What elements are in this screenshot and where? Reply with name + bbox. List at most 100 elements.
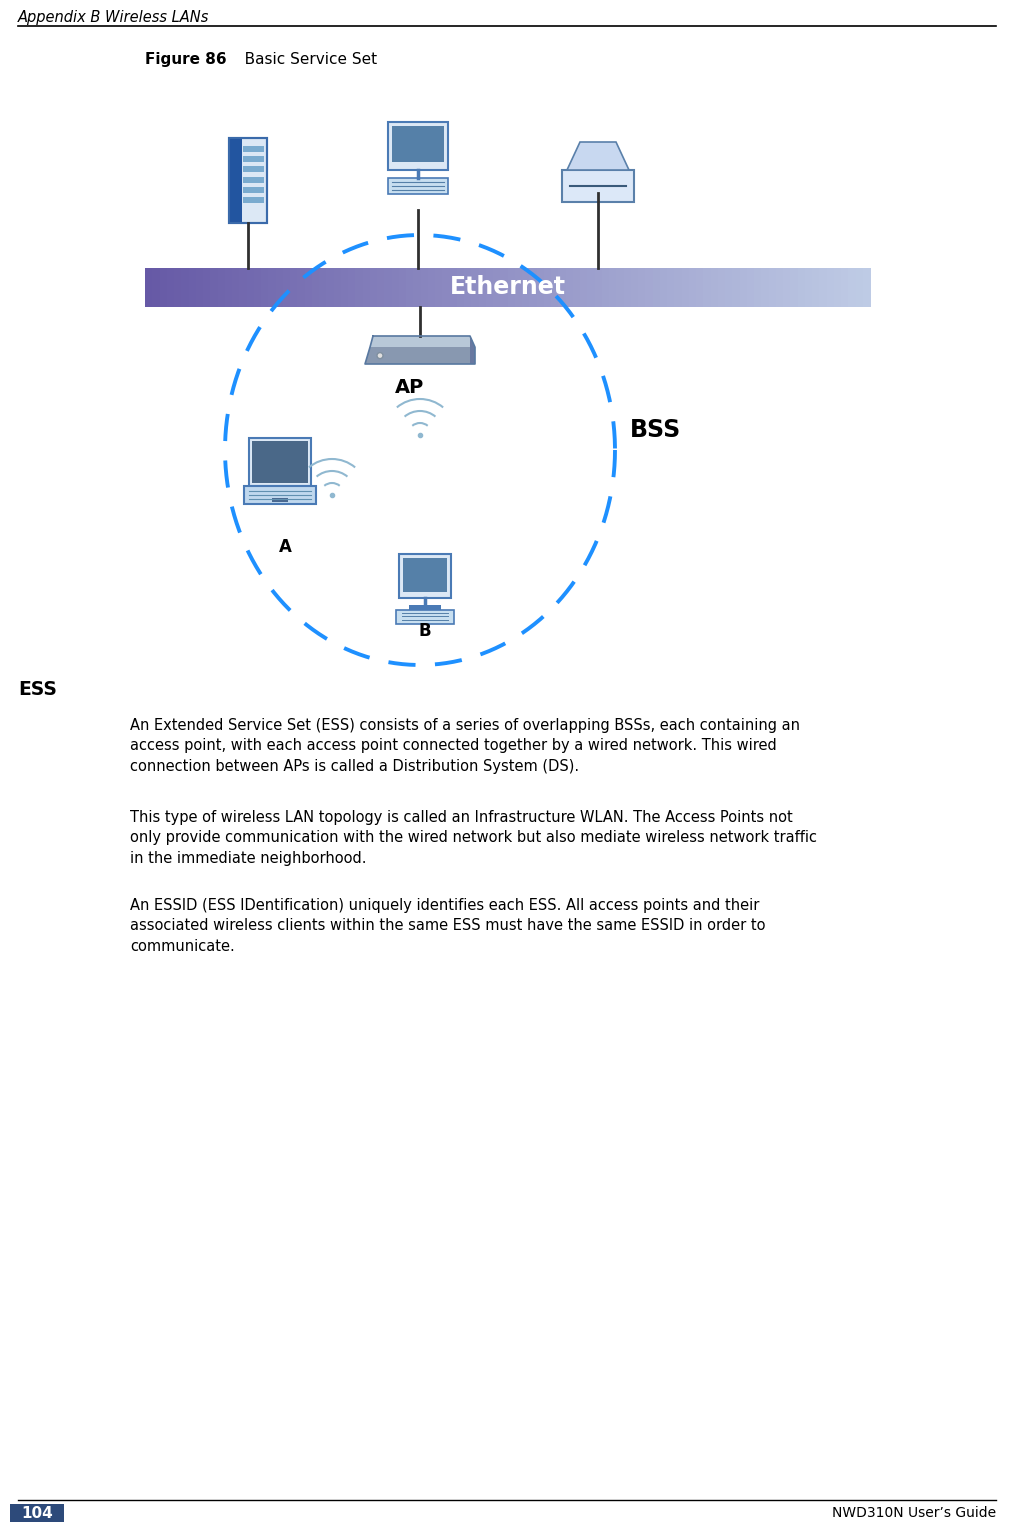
Bar (681, 268, 690, 306)
Bar (290, 268, 298, 306)
Bar (297, 268, 305, 306)
Bar (711, 268, 719, 306)
Bar (507, 268, 516, 306)
Bar (826, 268, 835, 306)
Bar (573, 268, 581, 306)
Bar (834, 268, 842, 306)
Polygon shape (370, 335, 475, 347)
Polygon shape (567, 142, 629, 171)
Bar (399, 268, 407, 306)
Bar (196, 268, 204, 306)
Bar (159, 268, 167, 306)
Bar (276, 268, 284, 306)
Bar (529, 268, 537, 306)
Bar (243, 197, 265, 203)
Bar (243, 166, 265, 172)
Bar (863, 268, 871, 306)
Bar (689, 268, 697, 306)
Bar (725, 268, 733, 306)
Bar (414, 268, 422, 306)
Bar (797, 268, 806, 306)
Bar (283, 268, 291, 306)
Bar (500, 268, 508, 306)
Bar (334, 268, 342, 306)
Bar (464, 268, 473, 306)
Bar (754, 268, 763, 306)
Text: 104: 104 (21, 1506, 53, 1521)
Bar (624, 268, 632, 306)
Bar (601, 268, 610, 306)
Bar (479, 268, 487, 306)
Bar (856, 268, 864, 306)
Bar (406, 268, 415, 306)
Bar (515, 268, 523, 306)
Bar (435, 268, 443, 306)
Bar (403, 558, 447, 591)
Bar (152, 268, 160, 306)
Bar (704, 268, 712, 306)
Bar (674, 268, 682, 306)
Bar (341, 268, 349, 306)
Circle shape (377, 352, 383, 358)
Text: Ethernet: Ethernet (449, 276, 566, 300)
Bar (243, 155, 265, 162)
Bar (783, 268, 791, 306)
Bar (472, 268, 480, 306)
Bar (243, 146, 265, 152)
Bar (841, 268, 850, 306)
Bar (849, 268, 857, 306)
Bar (269, 268, 277, 306)
Bar (776, 268, 784, 306)
Bar (225, 268, 233, 306)
FancyBboxPatch shape (562, 171, 634, 203)
Text: Basic Service Set: Basic Service Set (230, 52, 377, 67)
Bar (377, 268, 385, 306)
Text: AP: AP (395, 378, 425, 396)
Bar (182, 268, 190, 306)
Text: BSS: BSS (630, 418, 681, 442)
FancyBboxPatch shape (10, 1504, 64, 1522)
Text: This type of wireless LAN topology is called an Infrastructure WLAN. The Access : This type of wireless LAN topology is ca… (130, 809, 817, 866)
Polygon shape (365, 347, 475, 364)
Bar (370, 268, 378, 306)
Bar (638, 268, 646, 306)
Bar (769, 268, 777, 306)
Bar (486, 268, 494, 306)
FancyBboxPatch shape (399, 553, 451, 597)
Bar (166, 268, 175, 306)
Bar (174, 268, 183, 306)
Bar (762, 268, 770, 306)
Bar (203, 268, 211, 306)
Bar (536, 268, 545, 306)
Text: ESS: ESS (18, 680, 57, 700)
Bar (617, 268, 625, 306)
Text: NWD310N User’s Guide: NWD310N User’s Guide (831, 1506, 996, 1519)
Bar (319, 268, 328, 306)
Bar (217, 268, 226, 306)
Bar (790, 268, 798, 306)
Text: B: B (419, 622, 431, 640)
Bar (243, 177, 265, 183)
Bar (421, 268, 429, 306)
Bar (746, 268, 755, 306)
Bar (609, 268, 618, 306)
Bar (696, 268, 705, 306)
FancyBboxPatch shape (229, 137, 267, 223)
Bar (631, 268, 639, 306)
Bar (652, 268, 661, 306)
Bar (410, 605, 441, 610)
Bar (587, 268, 595, 306)
Bar (392, 126, 444, 162)
FancyBboxPatch shape (244, 486, 315, 503)
Polygon shape (249, 437, 311, 486)
Bar (522, 268, 530, 306)
Bar (428, 268, 436, 306)
Bar (362, 268, 371, 306)
Bar (304, 268, 312, 306)
Bar (456, 268, 465, 306)
Text: An Extended Service Set (ESS) consists of a series of overlapping BSSs, each con: An Extended Service Set (ESS) consists o… (130, 718, 800, 774)
Bar (239, 268, 247, 306)
Bar (819, 268, 827, 306)
Bar (660, 268, 668, 306)
Bar (210, 268, 218, 306)
